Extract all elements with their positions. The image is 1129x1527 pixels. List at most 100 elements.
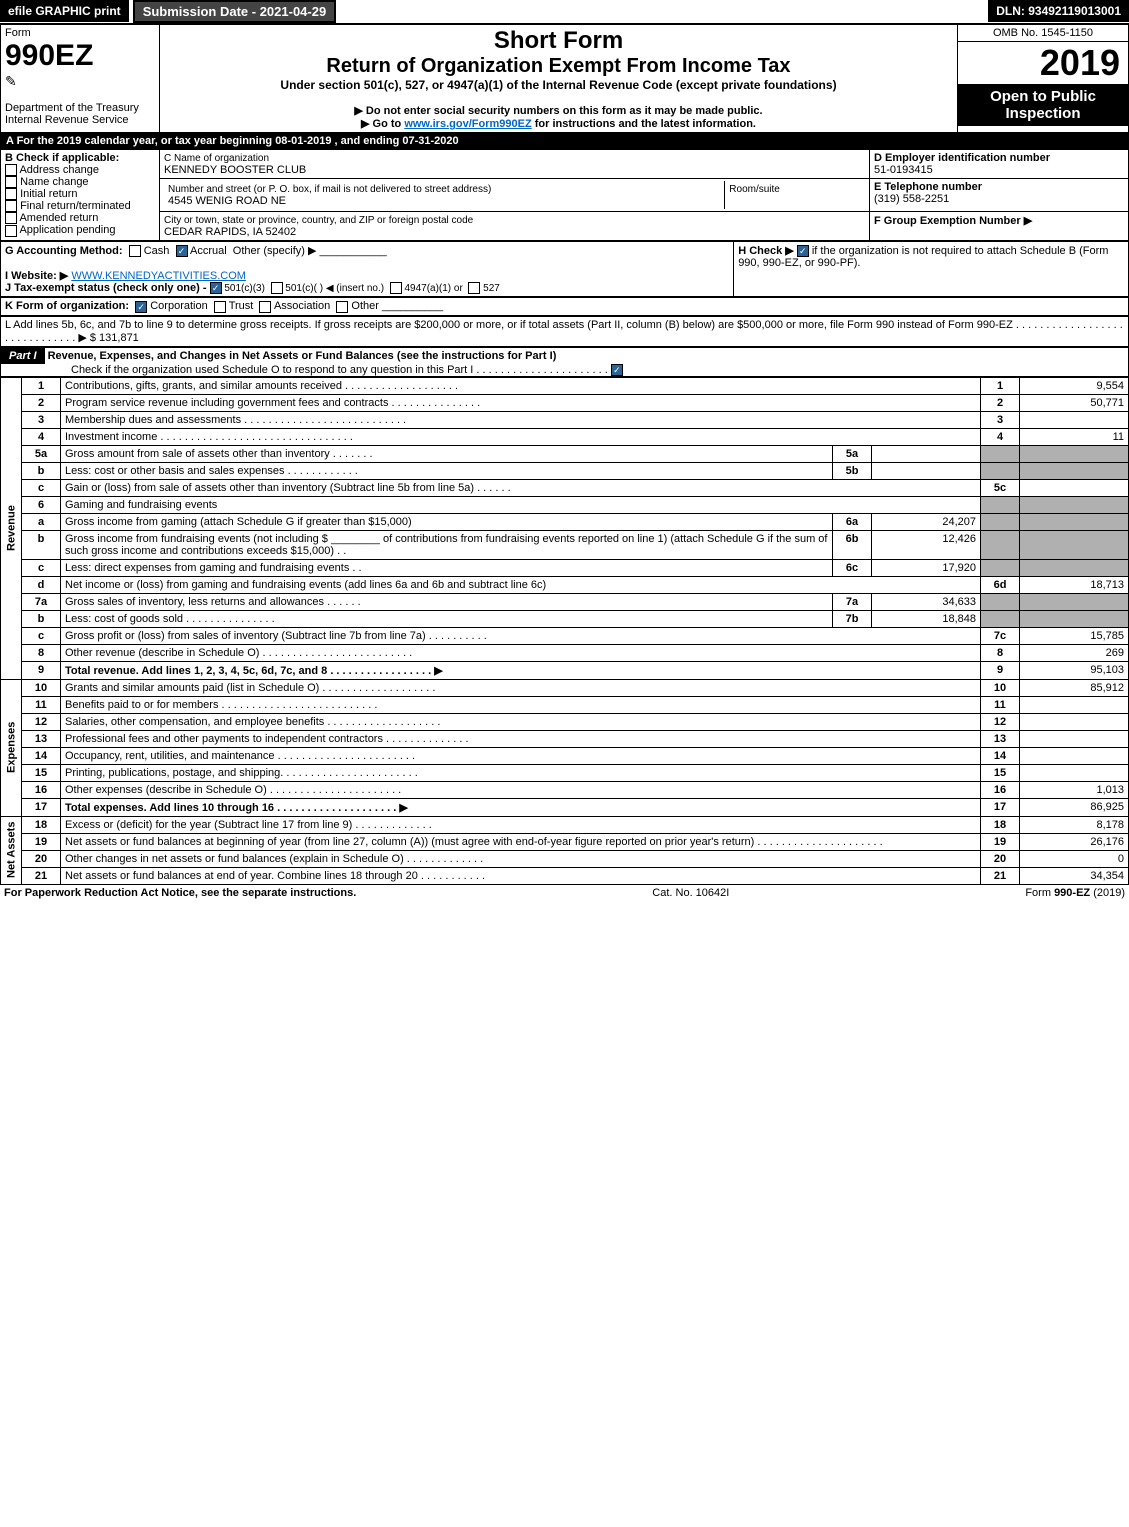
line-desc: Investment income . . . . . . . . . . . … bbox=[61, 428, 981, 445]
k-0: Corporation bbox=[150, 300, 207, 312]
line-rnum: 14 bbox=[981, 747, 1020, 764]
line-desc: Contributions, gifts, grants, and simila… bbox=[61, 377, 981, 394]
line-amt: 95,103 bbox=[1020, 661, 1129, 679]
line-num: 20 bbox=[22, 850, 61, 867]
footer-right: Form 990-EZ (2019) bbox=[1025, 887, 1125, 899]
line-num: 17 bbox=[22, 798, 61, 816]
line-desc: Gaming and fundraising events bbox=[61, 496, 981, 513]
line-amt bbox=[1020, 747, 1129, 764]
checkbox-527[interactable] bbox=[468, 282, 480, 294]
room-label: Room/suite bbox=[729, 184, 780, 195]
subtitle: Under section 501(c), 527, or 4947(a)(1)… bbox=[164, 78, 953, 92]
checkbox-association[interactable] bbox=[259, 301, 271, 313]
line-boxamt bbox=[872, 445, 981, 462]
line-amt: 85,912 bbox=[1020, 679, 1129, 696]
netassets-section-label: Net Assets bbox=[1, 816, 22, 884]
checkbox-4947[interactable] bbox=[390, 282, 402, 294]
part1-lines-table: Revenue 1 Contributions, gifts, grants, … bbox=[0, 377, 1129, 885]
checkbox-trust[interactable] bbox=[214, 301, 226, 313]
line-desc: Other changes in net assets or fund bala… bbox=[61, 850, 981, 867]
g-cash: Cash bbox=[144, 245, 170, 257]
submission-date-button[interactable]: Submission Date - 2021-04-29 bbox=[133, 0, 337, 23]
checkbox-final-return[interactable] bbox=[5, 200, 17, 212]
website-link[interactable]: WWW.KENNEDYACTIVITIES.COM bbox=[71, 270, 246, 282]
goto-pre: ▶ Go to bbox=[361, 118, 404, 130]
dept-irs: Internal Revenue Service bbox=[5, 114, 129, 126]
line-num: c bbox=[22, 479, 61, 496]
checkbox-other-org[interactable] bbox=[336, 301, 348, 313]
checkbox-cash[interactable] bbox=[129, 245, 141, 257]
line-desc: Gross profit or (loss) from sales of inv… bbox=[61, 627, 981, 644]
line-boxamt: 18,848 bbox=[872, 610, 981, 627]
irs-link[interactable]: www.irs.gov/Form990EZ bbox=[404, 118, 531, 130]
line-desc: Salaries, other compensation, and employ… bbox=[61, 713, 981, 730]
line-num: 12 bbox=[22, 713, 61, 730]
expenses-section-label: Expenses bbox=[1, 679, 22, 816]
dept-treasury: Department of the Treasury bbox=[5, 102, 139, 114]
line-box: 6b bbox=[833, 530, 872, 559]
line-desc: Less: cost or other basis and sales expe… bbox=[61, 462, 833, 479]
line-rnum: 6d bbox=[981, 576, 1020, 593]
identity-block: B Check if applicable: Address change Na… bbox=[0, 149, 1129, 241]
d-label: D Employer identification number bbox=[874, 152, 1050, 164]
checkbox-address-change[interactable] bbox=[5, 164, 17, 176]
top-bar: efile GRAPHIC print Submission Date - 20… bbox=[0, 0, 1129, 23]
line-amt bbox=[1020, 696, 1129, 713]
line-amt bbox=[1020, 479, 1129, 496]
line-num: 8 bbox=[22, 644, 61, 661]
line-amt: 11 bbox=[1020, 428, 1129, 445]
line-amt: 15,785 bbox=[1020, 627, 1129, 644]
line-rnum: 16 bbox=[981, 781, 1020, 798]
checkbox-amended-return[interactable] bbox=[5, 212, 17, 224]
part1-check-text: Check if the organization used Schedule … bbox=[1, 364, 608, 376]
shaded-cell bbox=[1020, 496, 1129, 513]
f-label: F Group Exemption Number ▶ bbox=[874, 215, 1032, 227]
line-num: 9 bbox=[22, 661, 61, 679]
shaded-cell bbox=[1020, 513, 1129, 530]
k-2: Association bbox=[274, 300, 330, 312]
b-opt-2: Initial return bbox=[20, 188, 77, 200]
line-rnum: 3 bbox=[981, 411, 1020, 428]
checkbox-schedule-o-part1[interactable]: ✓ bbox=[611, 364, 623, 376]
checkbox-501c[interactable] bbox=[271, 282, 283, 294]
checkbox-schedule-b[interactable]: ✓ bbox=[797, 245, 809, 257]
line-num: d bbox=[22, 576, 61, 593]
line-desc: Total expenses. Add lines 10 through 16 … bbox=[61, 798, 981, 816]
row-a-tax-year: A For the 2019 calendar year, or tax yea… bbox=[0, 133, 1129, 149]
c-street-label: Number and street (or P. O. box, if mail… bbox=[168, 184, 491, 195]
g-label: G Accounting Method: bbox=[5, 245, 123, 257]
c-city-label: City or town, state or province, country… bbox=[164, 215, 473, 226]
line-rnum: 11 bbox=[981, 696, 1020, 713]
checkbox-corporation[interactable]: ✓ bbox=[135, 301, 147, 313]
shaded-cell bbox=[981, 445, 1020, 462]
checkbox-name-change[interactable] bbox=[5, 176, 17, 188]
checkbox-501c3[interactable]: ✓ bbox=[210, 282, 222, 294]
i-label: I Website: ▶ bbox=[5, 270, 68, 282]
line-rnum: 9 bbox=[981, 661, 1020, 679]
line-desc: Gain or (loss) from sale of assets other… bbox=[61, 479, 981, 496]
line-num: 3 bbox=[22, 411, 61, 428]
checkbox-application-pending[interactable] bbox=[5, 225, 17, 237]
line-desc: Other revenue (describe in Schedule O) .… bbox=[61, 644, 981, 661]
line-desc: Program service revenue including govern… bbox=[61, 394, 981, 411]
shaded-cell bbox=[981, 496, 1020, 513]
line-desc: Gross sales of inventory, less returns a… bbox=[61, 593, 833, 610]
line-rnum: 8 bbox=[981, 644, 1020, 661]
line-rnum: 1 bbox=[981, 377, 1020, 394]
checkbox-accrual[interactable]: ✓ bbox=[176, 245, 188, 257]
line-num: 5a bbox=[22, 445, 61, 462]
checkbox-initial-return[interactable] bbox=[5, 188, 17, 200]
line-rnum: 12 bbox=[981, 713, 1020, 730]
form-header-table: Form 990EZ ✎ Department of the Treasury … bbox=[0, 23, 1129, 133]
line-rnum: 2 bbox=[981, 394, 1020, 411]
line-num: 10 bbox=[22, 679, 61, 696]
line-desc: Gross income from fundraising events (no… bbox=[61, 530, 833, 559]
shaded-cell bbox=[981, 610, 1020, 627]
line-rnum: 21 bbox=[981, 867, 1020, 884]
line-amt: 1,013 bbox=[1020, 781, 1129, 798]
shaded-cell bbox=[1020, 593, 1129, 610]
b-opt-0: Address change bbox=[19, 164, 99, 176]
phone-value: (319) 558-2251 bbox=[874, 193, 949, 205]
shaded-cell bbox=[1020, 445, 1129, 462]
h-label: H Check ▶ bbox=[738, 245, 794, 257]
